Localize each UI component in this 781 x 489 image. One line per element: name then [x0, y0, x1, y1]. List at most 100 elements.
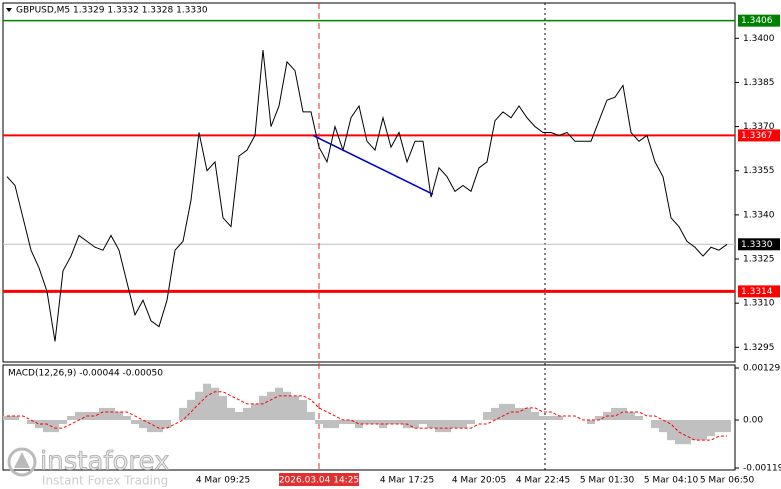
x-tick-label: 5 Mar 06:50: [700, 476, 755, 486]
macd-bar: [123, 415, 131, 421]
macd-bar: [43, 420, 51, 433]
macd-bar: [387, 420, 395, 425]
macd-bar: [347, 420, 355, 425]
macd-bar: [291, 395, 299, 421]
level-label: 1.3314: [741, 287, 773, 297]
macd-bar: [627, 411, 635, 421]
level-label-box: [738, 14, 780, 27]
level-label-box: [738, 285, 780, 298]
macd-bar: [267, 391, 275, 421]
macd-bar: [163, 420, 171, 429]
macd-bar: [339, 420, 347, 425]
macd-bar: [619, 407, 627, 421]
macd-bar: [363, 420, 371, 425]
macd-bar: [115, 411, 123, 421]
logo-mark: [14, 452, 30, 468]
macd-bar: [707, 420, 715, 437]
signal-line: [7, 391, 727, 441]
macd-bar: [195, 391, 203, 421]
macd-bar: [491, 407, 499, 421]
level-label-box: [738, 238, 780, 251]
macd-bar: [91, 411, 99, 421]
macd-bar: [219, 395, 227, 421]
macd-bar: [435, 420, 443, 433]
macd-bar: [59, 420, 67, 425]
macd-bar: [635, 415, 643, 421]
macd-bar: [243, 407, 251, 421]
macd-bar: [131, 420, 139, 425]
x-tick-label: 4 Mar 09:25: [196, 476, 250, 486]
macd-bar: [139, 420, 147, 429]
macd-bar: [155, 420, 163, 433]
macd-bar: [251, 403, 259, 421]
macd-bar: [459, 420, 467, 429]
macd-bar: [395, 420, 403, 425]
macd-bar: [667, 420, 675, 441]
macd-bar: [275, 387, 283, 421]
macd-bar: [107, 407, 115, 421]
macd-bar: [683, 420, 691, 445]
macd-bar: [651, 420, 659, 429]
macd-bar: [483, 411, 491, 421]
macd-bar: [323, 420, 331, 429]
price-line: [6, 50, 728, 342]
macd-bar: [411, 420, 419, 429]
y-tick-label: 1.3310: [743, 299, 775, 309]
macd-bar: [555, 415, 563, 421]
macd-bar: [419, 420, 427, 425]
crosshair-label-box: [279, 473, 359, 486]
macd-bar: [331, 420, 339, 429]
level-label: 1.3330: [741, 240, 773, 250]
macd-bar: [547, 415, 555, 421]
macd-bar: [515, 407, 523, 421]
y-tick-label: -0.00119: [743, 464, 781, 474]
macd-bar: [75, 411, 83, 421]
menu-arrow: [6, 8, 12, 12]
crosshair-label: 2026.03.04 14:25: [279, 476, 359, 486]
macd-bar: [51, 420, 59, 433]
logo: instaforex Instant Forex Trading: [7, 446, 170, 488]
level-label: 1.3367: [741, 131, 773, 141]
macd-bar: [259, 395, 267, 421]
trendline: [312, 134, 434, 195]
y-tick-label: 1.3400: [743, 34, 775, 44]
macd-bar: [27, 420, 35, 425]
macd-bar: [35, 420, 43, 429]
macd-bar: [691, 420, 699, 441]
chart-title: GBPUSD,M5 1.3329 1.3332 1.3328 1.3330: [16, 6, 208, 16]
macd-bar: [587, 420, 595, 425]
macd-bar: [227, 407, 235, 421]
macd-bar: [99, 407, 107, 421]
macd-bar: [179, 407, 187, 421]
x-tick-label: 4 Mar 20:05: [452, 476, 506, 486]
y-tick-label: 1.3340: [743, 210, 775, 220]
x-tick-label: 5 Mar 04:10: [644, 476, 699, 486]
macd-bar: [539, 415, 547, 421]
logo-tagline: Instant Forex Trading: [42, 474, 168, 488]
macd-bar: [723, 420, 731, 433]
macd-bar: [531, 411, 539, 421]
macd-bar: [147, 420, 155, 433]
macd-bar: [427, 420, 435, 429]
macd-bar: [283, 391, 291, 421]
macd-bar: [595, 415, 603, 421]
macd-bar: [11, 415, 19, 421]
x-tick-label: 5 Mar 01:30: [580, 476, 635, 486]
macd-bar: [715, 420, 723, 433]
logo-brand: instaforex: [40, 447, 169, 477]
y-tick-label: 1.3385: [743, 78, 775, 88]
macd-bar: [203, 383, 211, 421]
macd-bar: [451, 420, 459, 429]
macd-title: MACD(12,26,9) -0.00044 -0.00050: [8, 369, 163, 379]
logo-ring: [7, 447, 37, 477]
level-label: 1.3406: [741, 16, 773, 26]
y-tick-label: 1.3370: [743, 122, 775, 132]
macd-bar: [187, 399, 195, 421]
macd-bar: [467, 420, 475, 425]
macd-bar: [307, 411, 315, 421]
level-label-box: [738, 129, 780, 142]
macd-bar: [235, 411, 243, 421]
macd-bar: [659, 420, 667, 433]
macd-bar: [211, 387, 219, 421]
